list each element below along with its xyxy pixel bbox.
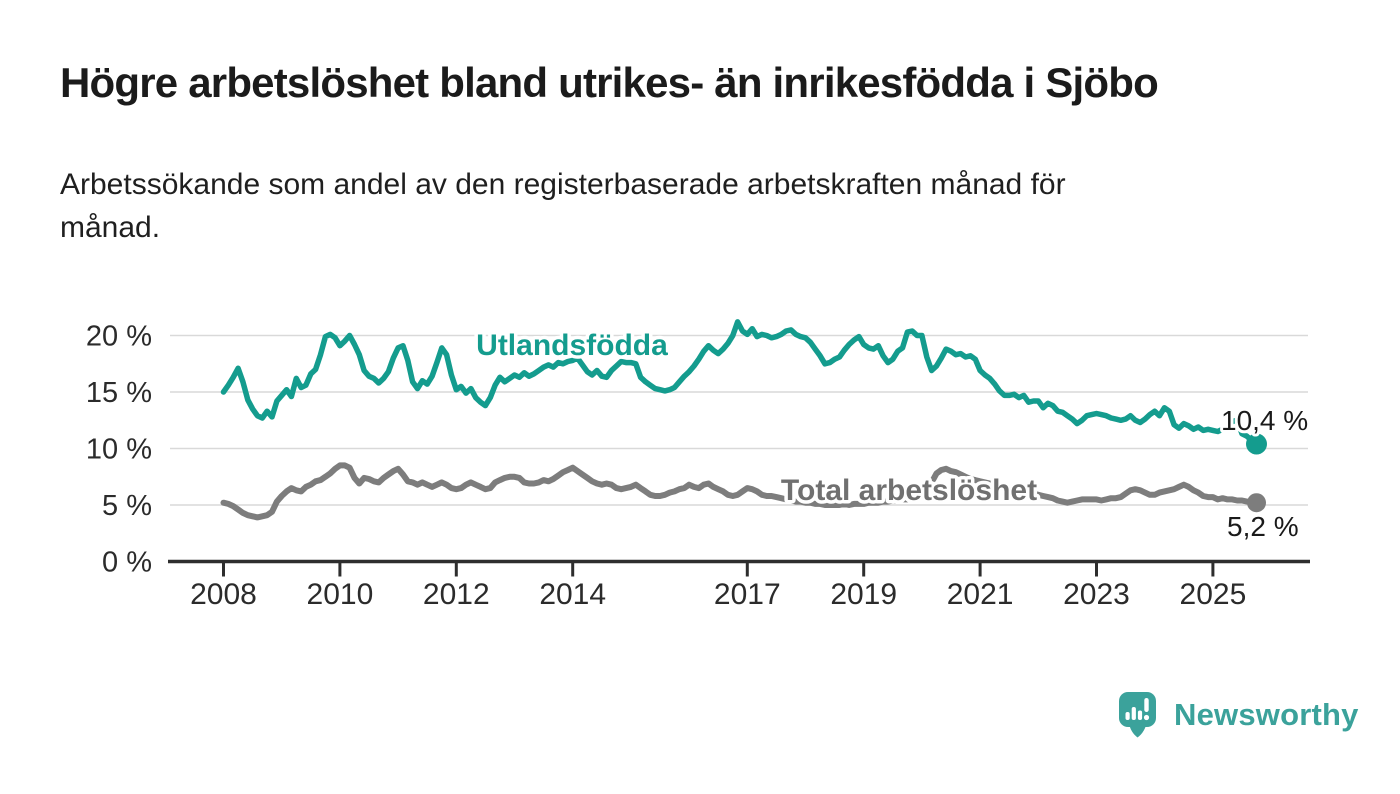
newsworthy-icon — [1119, 692, 1156, 738]
y-axis-tick-labels: 0 % 5 % 10 % 15 % 20 % — [86, 321, 152, 579]
y-tick-label-10: 10 % — [86, 434, 152, 466]
y-tick-label-5: 5 % — [102, 490, 152, 522]
x-tick-label-2019: 2019 — [830, 578, 897, 611]
series-endpoint-utlandsfodda — [1246, 433, 1267, 455]
end-value-label-utlandsfodda: 10,4 % — [1221, 405, 1308, 436]
speech-bubble-tail — [1129, 724, 1147, 738]
x-tick-label-2021: 2021 — [947, 578, 1014, 611]
newsworthy-wordmark: Newsworthy — [1174, 697, 1359, 732]
x-tick-label-2017: 2017 — [714, 578, 781, 611]
x-tick-label-2010: 2010 — [307, 578, 374, 611]
y-tick-label-20: 20 % — [86, 321, 152, 353]
series-line-total — [220, 462, 1260, 521]
x-tick-label-2014: 2014 — [539, 578, 606, 611]
chart-subtitle: Arbetssökande som andel av den registerb… — [60, 168, 1066, 244]
y-tick-label-15: 15 % — [86, 377, 152, 409]
chart-series — [220, 319, 1267, 521]
y-tick-label-0: 0 % — [102, 547, 152, 579]
x-tick-label-2025: 2025 — [1180, 578, 1247, 611]
gridlines — [170, 334, 1308, 506]
end-value-label-total: 5,2 % — [1227, 511, 1299, 542]
series-label-utlandsfodda: Utlandsfödda — [476, 329, 668, 362]
x-tick-label-2008: 2008 — [190, 578, 257, 611]
series-label-total-arbetsloshet: Total arbetslöshet — [781, 474, 1037, 507]
page-title: Högre arbetslöshet bland utrikes- än inr… — [60, 59, 1159, 106]
x-tick-label-2023: 2023 — [1063, 578, 1130, 611]
series-line-utlandsfodda — [220, 319, 1260, 447]
series-endpoint-total — [1247, 493, 1266, 513]
x-axis: 2008 2010 2012 2014 2017 2019 2021 2023 2025 — [168, 559, 1310, 611]
x-tick-label-2012: 2012 — [423, 578, 490, 611]
newsworthy-logo[interactable]: Newsworthy — [1118, 690, 1359, 740]
